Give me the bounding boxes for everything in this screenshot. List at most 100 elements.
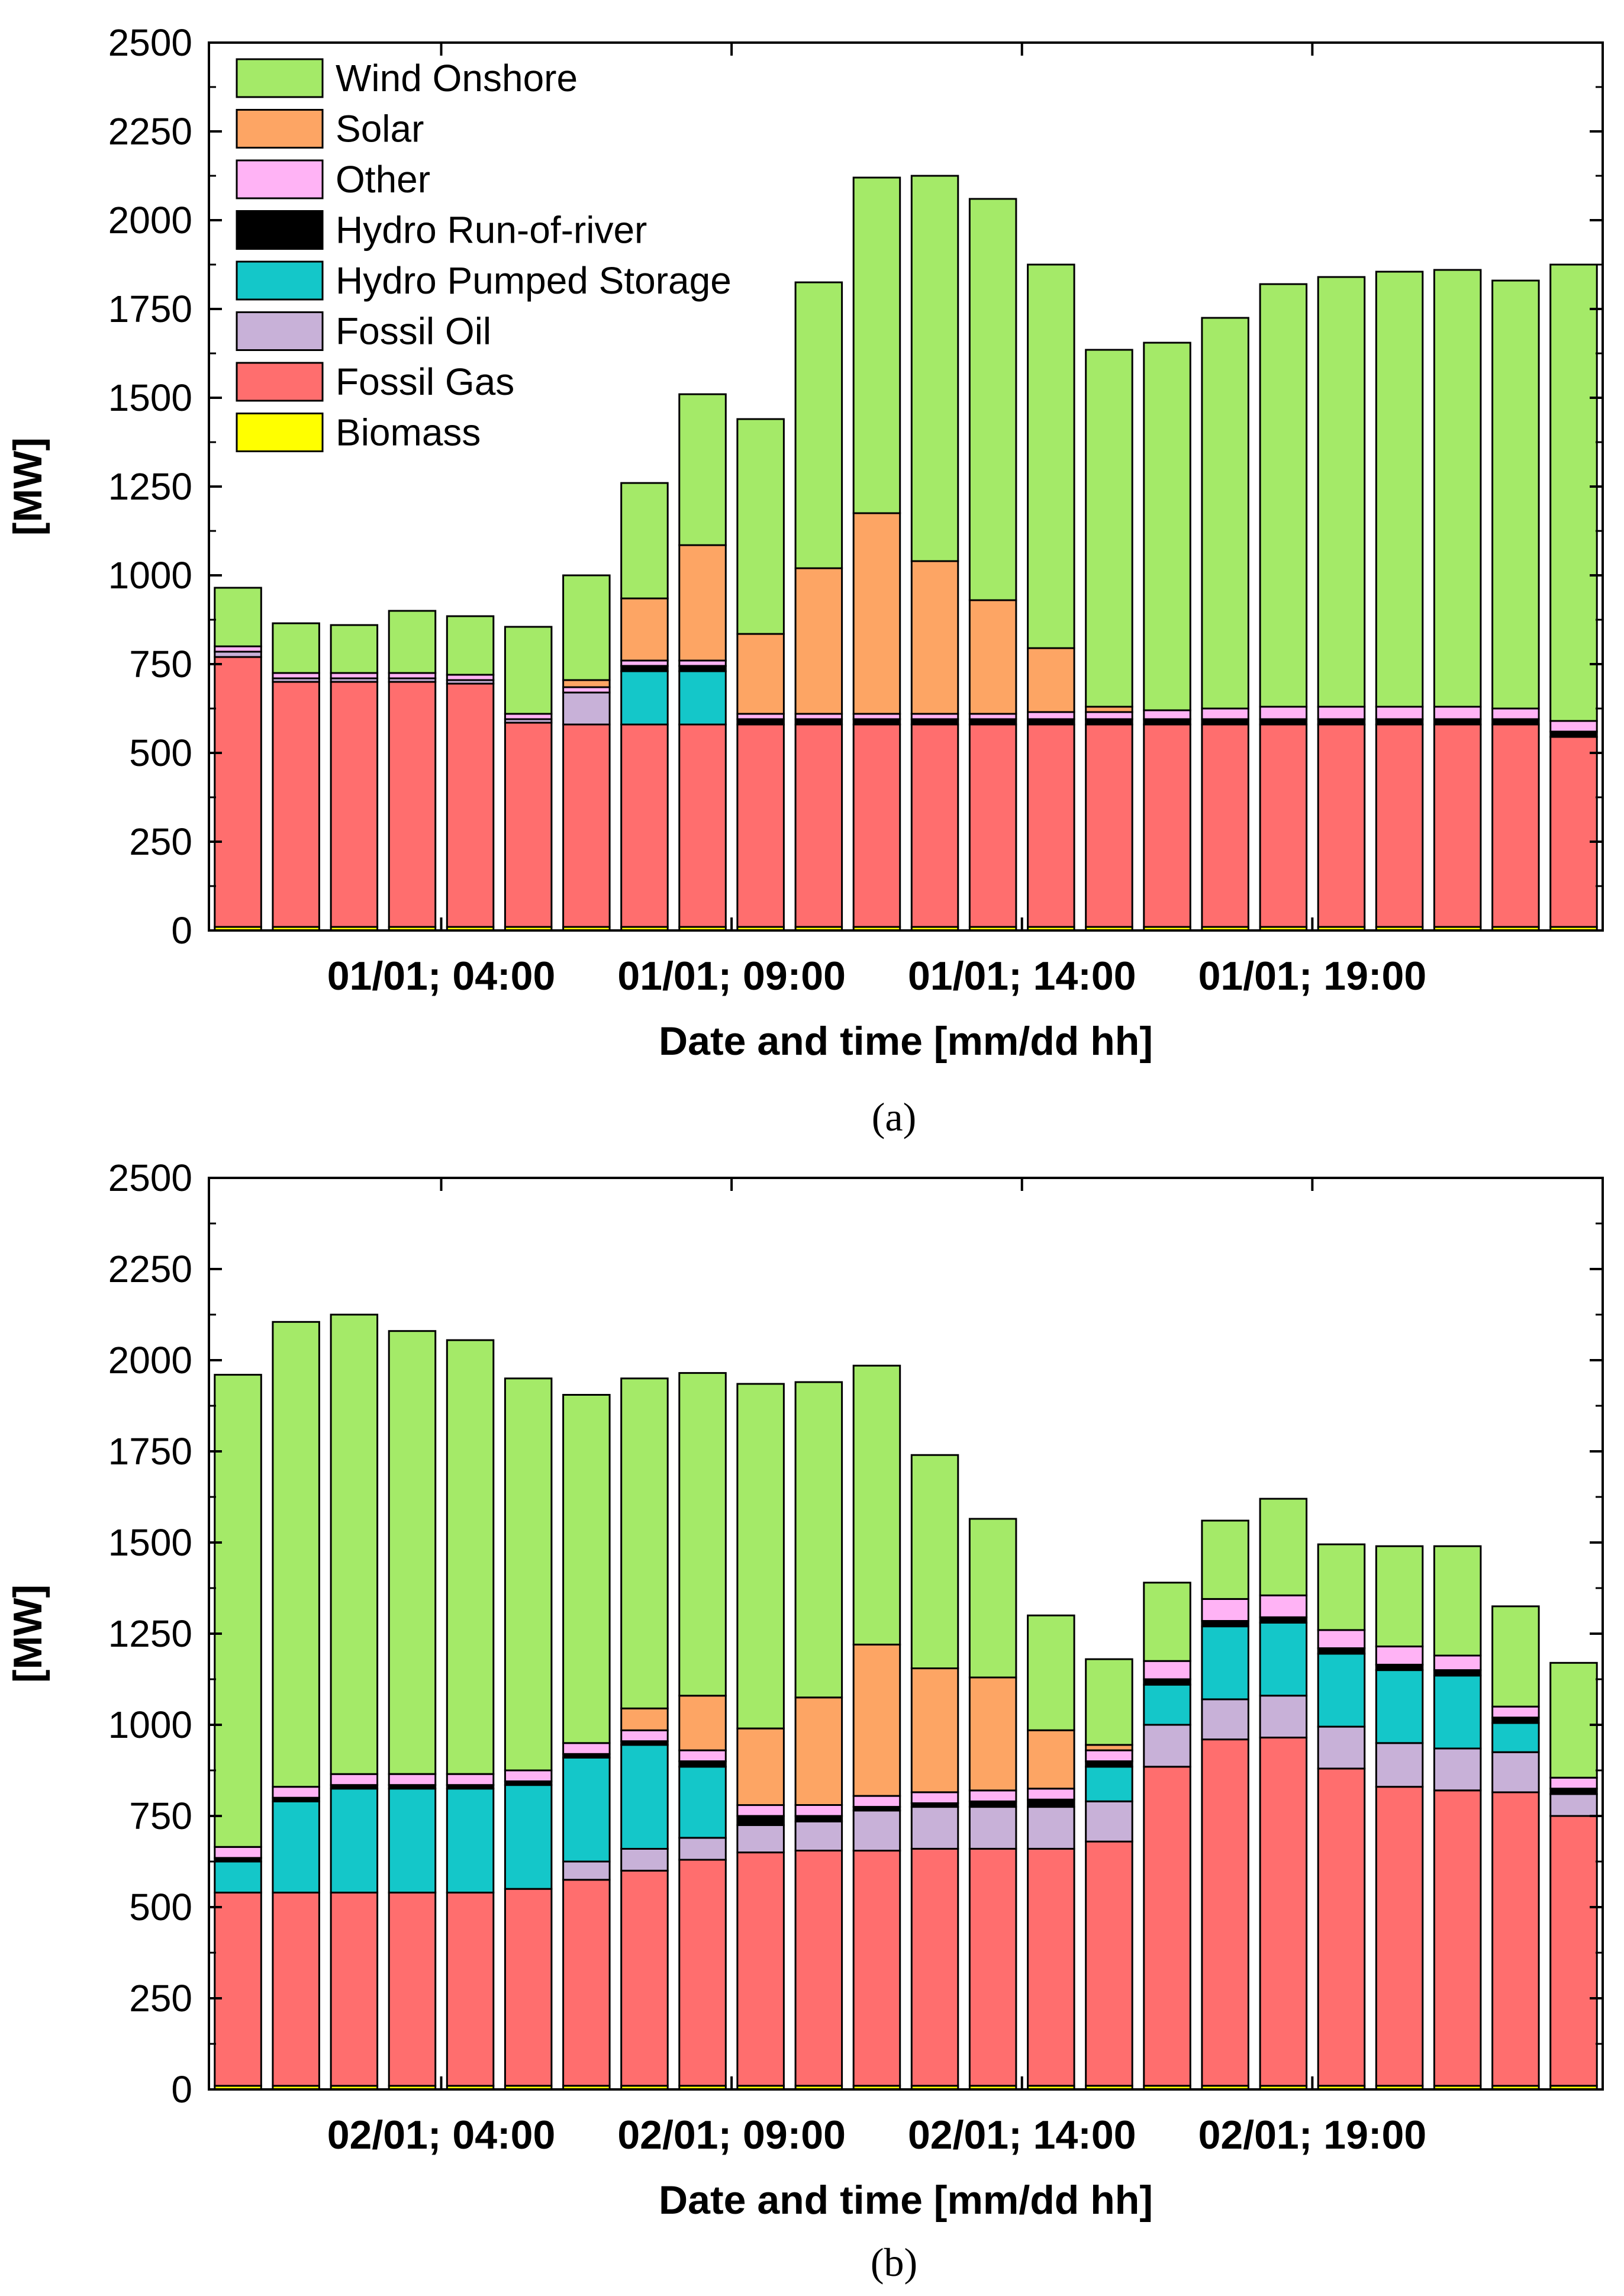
y-tick-label: 0 xyxy=(171,2068,192,2111)
bar-segment-fossil-gas xyxy=(1085,723,1133,928)
y-tick-label: 500 xyxy=(129,1886,192,1928)
y-tick-label: 1750 xyxy=(108,1430,192,1473)
y-tick-label: 1500 xyxy=(108,376,192,419)
bar-segment-other xyxy=(1259,1594,1308,1618)
bar-segment-other xyxy=(852,1795,901,1808)
bar-segment-fossil-gas xyxy=(214,1891,262,2087)
legend-swatch-other xyxy=(236,159,324,199)
bar-segment-fossil-oil xyxy=(1201,1698,1249,1741)
bar-segment-wind-onshore xyxy=(620,1377,669,1709)
panel-caption: (b) xyxy=(871,2240,917,2285)
bar-segment-wind-onshore xyxy=(1433,1545,1482,1657)
bar-segment-fossil-gas xyxy=(910,1847,959,2087)
bar-segment-fossil-oil xyxy=(1259,1695,1308,1738)
y-tick-label: 1500 xyxy=(108,1521,192,1564)
chart-panel-2: 0 250 500 750 1000 1250 1500 1750 2000 2250 2500 02… xyxy=(5,1157,1604,2285)
bar-segment-solar xyxy=(968,1676,1017,1792)
legend-label: Fossil Oil xyxy=(336,310,491,353)
bar-segment-fossil-oil xyxy=(1491,1751,1540,1793)
bar-segment-solar xyxy=(620,1707,669,1731)
bar-segment-wind-onshore xyxy=(1549,263,1598,722)
bar-segment-other xyxy=(910,1791,959,1804)
bar-segment-wind-onshore xyxy=(794,1381,843,1699)
bar-segment-fossil-oil xyxy=(852,1809,901,1852)
bar-segment-fossil-gas xyxy=(330,681,379,928)
bar-segment-other xyxy=(1549,1776,1598,1790)
bar-segment-fossil-gas xyxy=(852,1850,901,2087)
bar-segment-solar xyxy=(910,1667,959,1793)
bar-segment-fossil-gas xyxy=(1143,1766,1191,2087)
bar-segment-other xyxy=(1317,706,1366,720)
bar-segment-other xyxy=(1259,706,1308,720)
bar-segment-fossil-gas xyxy=(1201,723,1249,928)
bar-segment-fossil-gas xyxy=(1027,723,1075,928)
bar-segment-solar xyxy=(562,679,611,688)
bar-segment-hydro-pumped-storage xyxy=(678,670,727,726)
bar-segment-solar xyxy=(678,1695,727,1751)
bar-segment-fossil-gas xyxy=(1317,1767,1366,2087)
bar-segment-wind-onshore xyxy=(910,175,959,562)
bar-segment-fossil-gas xyxy=(1027,1847,1075,2087)
y-tick-label: 500 xyxy=(129,732,192,774)
bar-segment-wind-onshore xyxy=(1143,342,1191,711)
bar-segment-fossil-oil xyxy=(562,691,611,726)
bar-segment-fossil-gas xyxy=(1491,723,1540,928)
bar-segment-wind-onshore xyxy=(504,1377,553,1772)
bar-segment-fossil-gas xyxy=(562,1879,611,2087)
bar-segment-hydro-pumped-storage xyxy=(678,1766,727,1839)
bar-segment-fossil-oil xyxy=(678,1837,727,1861)
bar-segment-wind-onshore xyxy=(1375,271,1424,708)
bar-segment-wind-onshore xyxy=(910,1454,959,1670)
y-axis-title: [MW] xyxy=(5,437,50,536)
y-tick-label: 2000 xyxy=(108,199,192,241)
bar-segment-other xyxy=(330,1773,379,1786)
legend-label: Solar xyxy=(336,108,424,150)
bar-segment-fossil-oil xyxy=(1375,1742,1424,1788)
bar-segment-fossil-gas xyxy=(1085,1840,1133,2087)
bar-segment-wind-onshore xyxy=(1375,1545,1424,1648)
bar-segment-wind-onshore xyxy=(1259,1498,1308,1596)
bar-segment-fossil-gas xyxy=(446,682,495,928)
bar-segment-other xyxy=(1027,1788,1075,1801)
bar-segment-solar xyxy=(968,599,1017,715)
bar-segment-fossil-oil xyxy=(562,1860,611,1881)
x-axis-title: Date and time [mm/dd hh] xyxy=(659,2178,1153,2223)
bar-segment-hydro-pumped-storage xyxy=(272,1800,320,1894)
bar-segment-other xyxy=(1491,707,1540,720)
legend-label: Fossil Gas xyxy=(336,360,514,403)
legend-swatch-hydro-run-of-river xyxy=(236,210,324,250)
bar-segment-other xyxy=(562,1742,611,1755)
x-tick-label: 02/01; 09:00 xyxy=(617,2113,846,2157)
bar-segment-solar xyxy=(1027,1729,1075,1790)
bar-segment-wind-onshore xyxy=(1085,1658,1133,1746)
bar-segment-wind-onshore xyxy=(1085,349,1133,708)
bar-segment-wind-onshore xyxy=(272,1321,320,1788)
bar-segment-wind-onshore xyxy=(446,615,495,676)
bar-segment-hydro-run-of-river xyxy=(736,1815,785,1826)
bar-segment-wind-onshore xyxy=(504,626,553,715)
bar-segment-fossil-gas xyxy=(1201,1738,1249,2087)
bar-segment-fossil-gas xyxy=(504,1888,553,2087)
bar-segment-solar xyxy=(736,1727,785,1806)
bar-segment-fossil-gas xyxy=(678,723,727,928)
bar-segment-wind-onshore xyxy=(562,574,611,681)
bar-segment-fossil-gas xyxy=(1491,1791,1540,2087)
bar-segment-other xyxy=(446,1773,495,1786)
bar-segment-fossil-gas xyxy=(272,1891,320,2087)
bar-segment-wind-onshore xyxy=(678,1372,727,1697)
bar-segment-hydro-pumped-storage xyxy=(620,670,669,726)
bar-segment-other xyxy=(1201,707,1249,720)
bars xyxy=(214,175,1598,932)
x-tick-label: 01/01; 09:00 xyxy=(617,954,846,999)
bar-segment-hydro-pumped-storage xyxy=(446,1788,495,1894)
bar-segment-solar xyxy=(678,544,727,662)
bar-segment-other xyxy=(968,1789,1017,1802)
bar-segment-wind-onshore xyxy=(1201,1519,1249,1600)
y-tick-label: 750 xyxy=(129,643,192,685)
legend: Wind Onshore Solar Other Hydro Run-of-river… xyxy=(236,57,732,454)
bar-segment-fossil-oil xyxy=(794,1820,843,1851)
bar-segment-wind-onshore xyxy=(214,587,262,648)
bar-segment-wind-onshore xyxy=(388,1330,437,1775)
x-tick-label: 02/01; 14:00 xyxy=(908,2113,1136,2157)
legend-swatch-solar xyxy=(236,109,324,149)
